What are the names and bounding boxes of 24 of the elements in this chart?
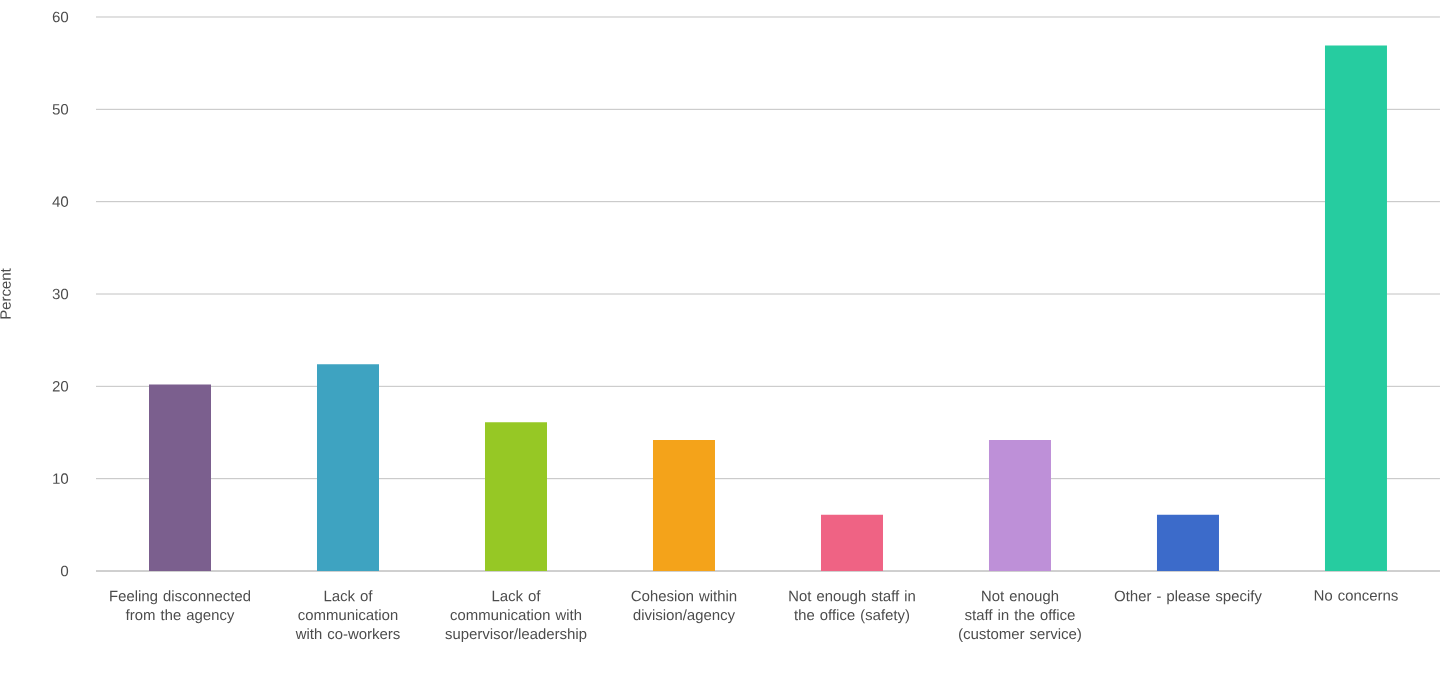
- x-tick-label: Lack of communication with supervisor/leadership: [445, 590, 587, 643]
- bar: [652, 439, 715, 571]
- x-tick-label: Not enough staff in the office (safety): [789, 590, 915, 624]
- bar: [1156, 514, 1219, 571]
- bar: [149, 384, 211, 571]
- y-tick-label: 10: [53, 473, 69, 484]
- bar: [820, 514, 883, 571]
- y-tick-label: 20: [52, 381, 69, 392]
- bar: [988, 439, 1051, 571]
- x-tick-label: Lack of communication with co-workers: [295, 590, 400, 640]
- x-tick-label: Other - please specify: [1114, 590, 1262, 605]
- y-tick-label: 0: [60, 565, 69, 577]
- y-axis-title: Percent: [0, 268, 11, 319]
- bar: [1324, 45, 1387, 571]
- x-tick-label: No concerns: [1314, 590, 1398, 601]
- bar: [484, 422, 547, 571]
- x-tick-label: Feeling disconnected from the agency: [110, 590, 251, 624]
- y-tick-label: 60: [52, 11, 69, 23]
- y-tick-label: 30: [52, 288, 69, 300]
- y-tick-label: 50: [52, 104, 69, 115]
- x-tick-label: Cohesion within division/agency: [631, 590, 737, 624]
- y-tick-label: 40: [52, 196, 69, 207]
- bar: [317, 364, 379, 571]
- x-tick-label: Not enough staff in the office (customer service): [959, 590, 1081, 643]
